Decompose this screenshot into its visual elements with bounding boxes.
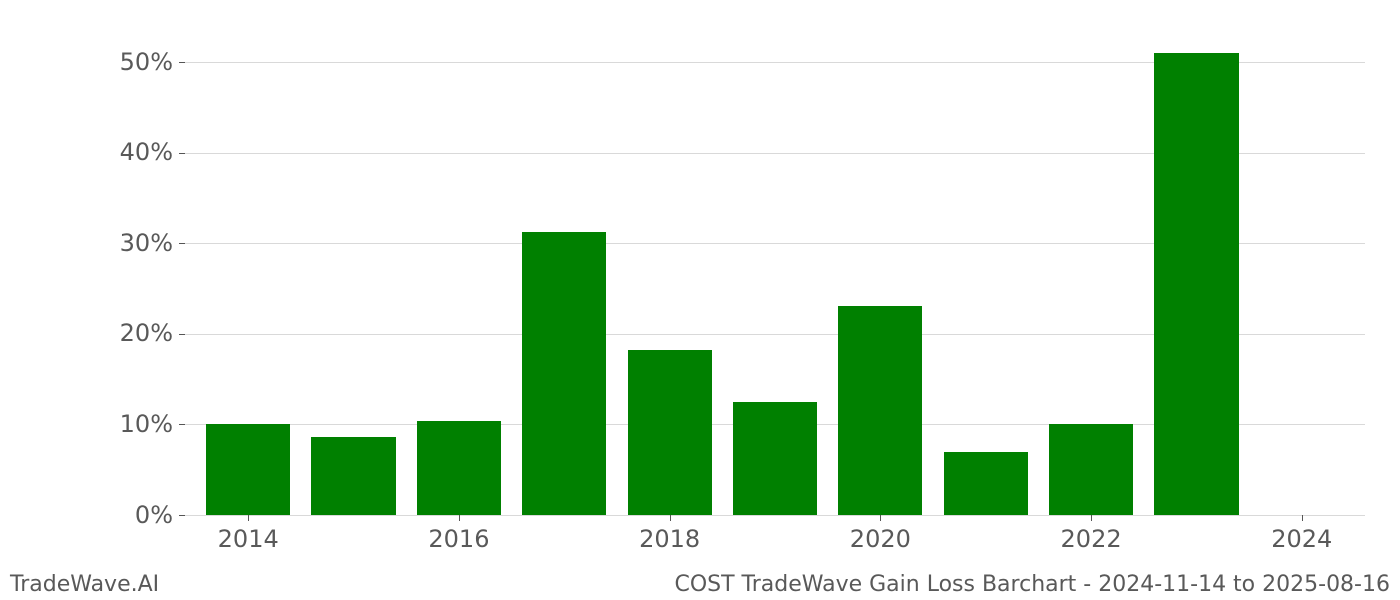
x-tick-mark <box>459 515 460 521</box>
y-tick-label: 0% <box>135 501 173 529</box>
grid-line <box>185 515 1365 516</box>
x-tick-mark <box>670 515 671 521</box>
bar <box>417 421 501 515</box>
bar <box>838 306 922 515</box>
x-tick-label: 2024 <box>1271 525 1332 553</box>
y-tick-label: 20% <box>120 319 173 347</box>
bar <box>628 350 712 515</box>
y-tick-label: 40% <box>120 138 173 166</box>
y-tick-mark <box>179 62 185 63</box>
x-tick-mark <box>1302 515 1303 521</box>
y-tick-mark <box>179 334 185 335</box>
x-tick-mark <box>248 515 249 521</box>
bar <box>311 437 395 515</box>
y-tick-label: 50% <box>120 48 173 76</box>
y-tick-mark <box>179 153 185 154</box>
bar <box>522 232 606 515</box>
bar <box>944 452 1028 515</box>
y-tick-label: 30% <box>120 229 173 257</box>
x-tick-label: 2016 <box>428 525 489 553</box>
footer-right-text: COST TradeWave Gain Loss Barchart - 2024… <box>674 572 1390 597</box>
bar <box>1154 53 1238 515</box>
y-tick-mark <box>179 515 185 516</box>
x-tick-label: 2022 <box>1061 525 1122 553</box>
bar <box>733 402 817 515</box>
x-tick-label: 2020 <box>850 525 911 553</box>
y-tick-label: 10% <box>120 410 173 438</box>
plot-area <box>185 35 1365 515</box>
x-tick-mark <box>1091 515 1092 521</box>
bar <box>1049 424 1133 515</box>
bar <box>206 424 290 515</box>
y-tick-mark <box>179 243 185 244</box>
x-tick-label: 2018 <box>639 525 700 553</box>
chart-container: TradeWave.AI COST TradeWave Gain Loss Ba… <box>0 0 1400 600</box>
y-tick-mark <box>179 424 185 425</box>
footer-left-text: TradeWave.AI <box>10 572 159 597</box>
x-tick-mark <box>880 515 881 521</box>
x-tick-label: 2014 <box>218 525 279 553</box>
